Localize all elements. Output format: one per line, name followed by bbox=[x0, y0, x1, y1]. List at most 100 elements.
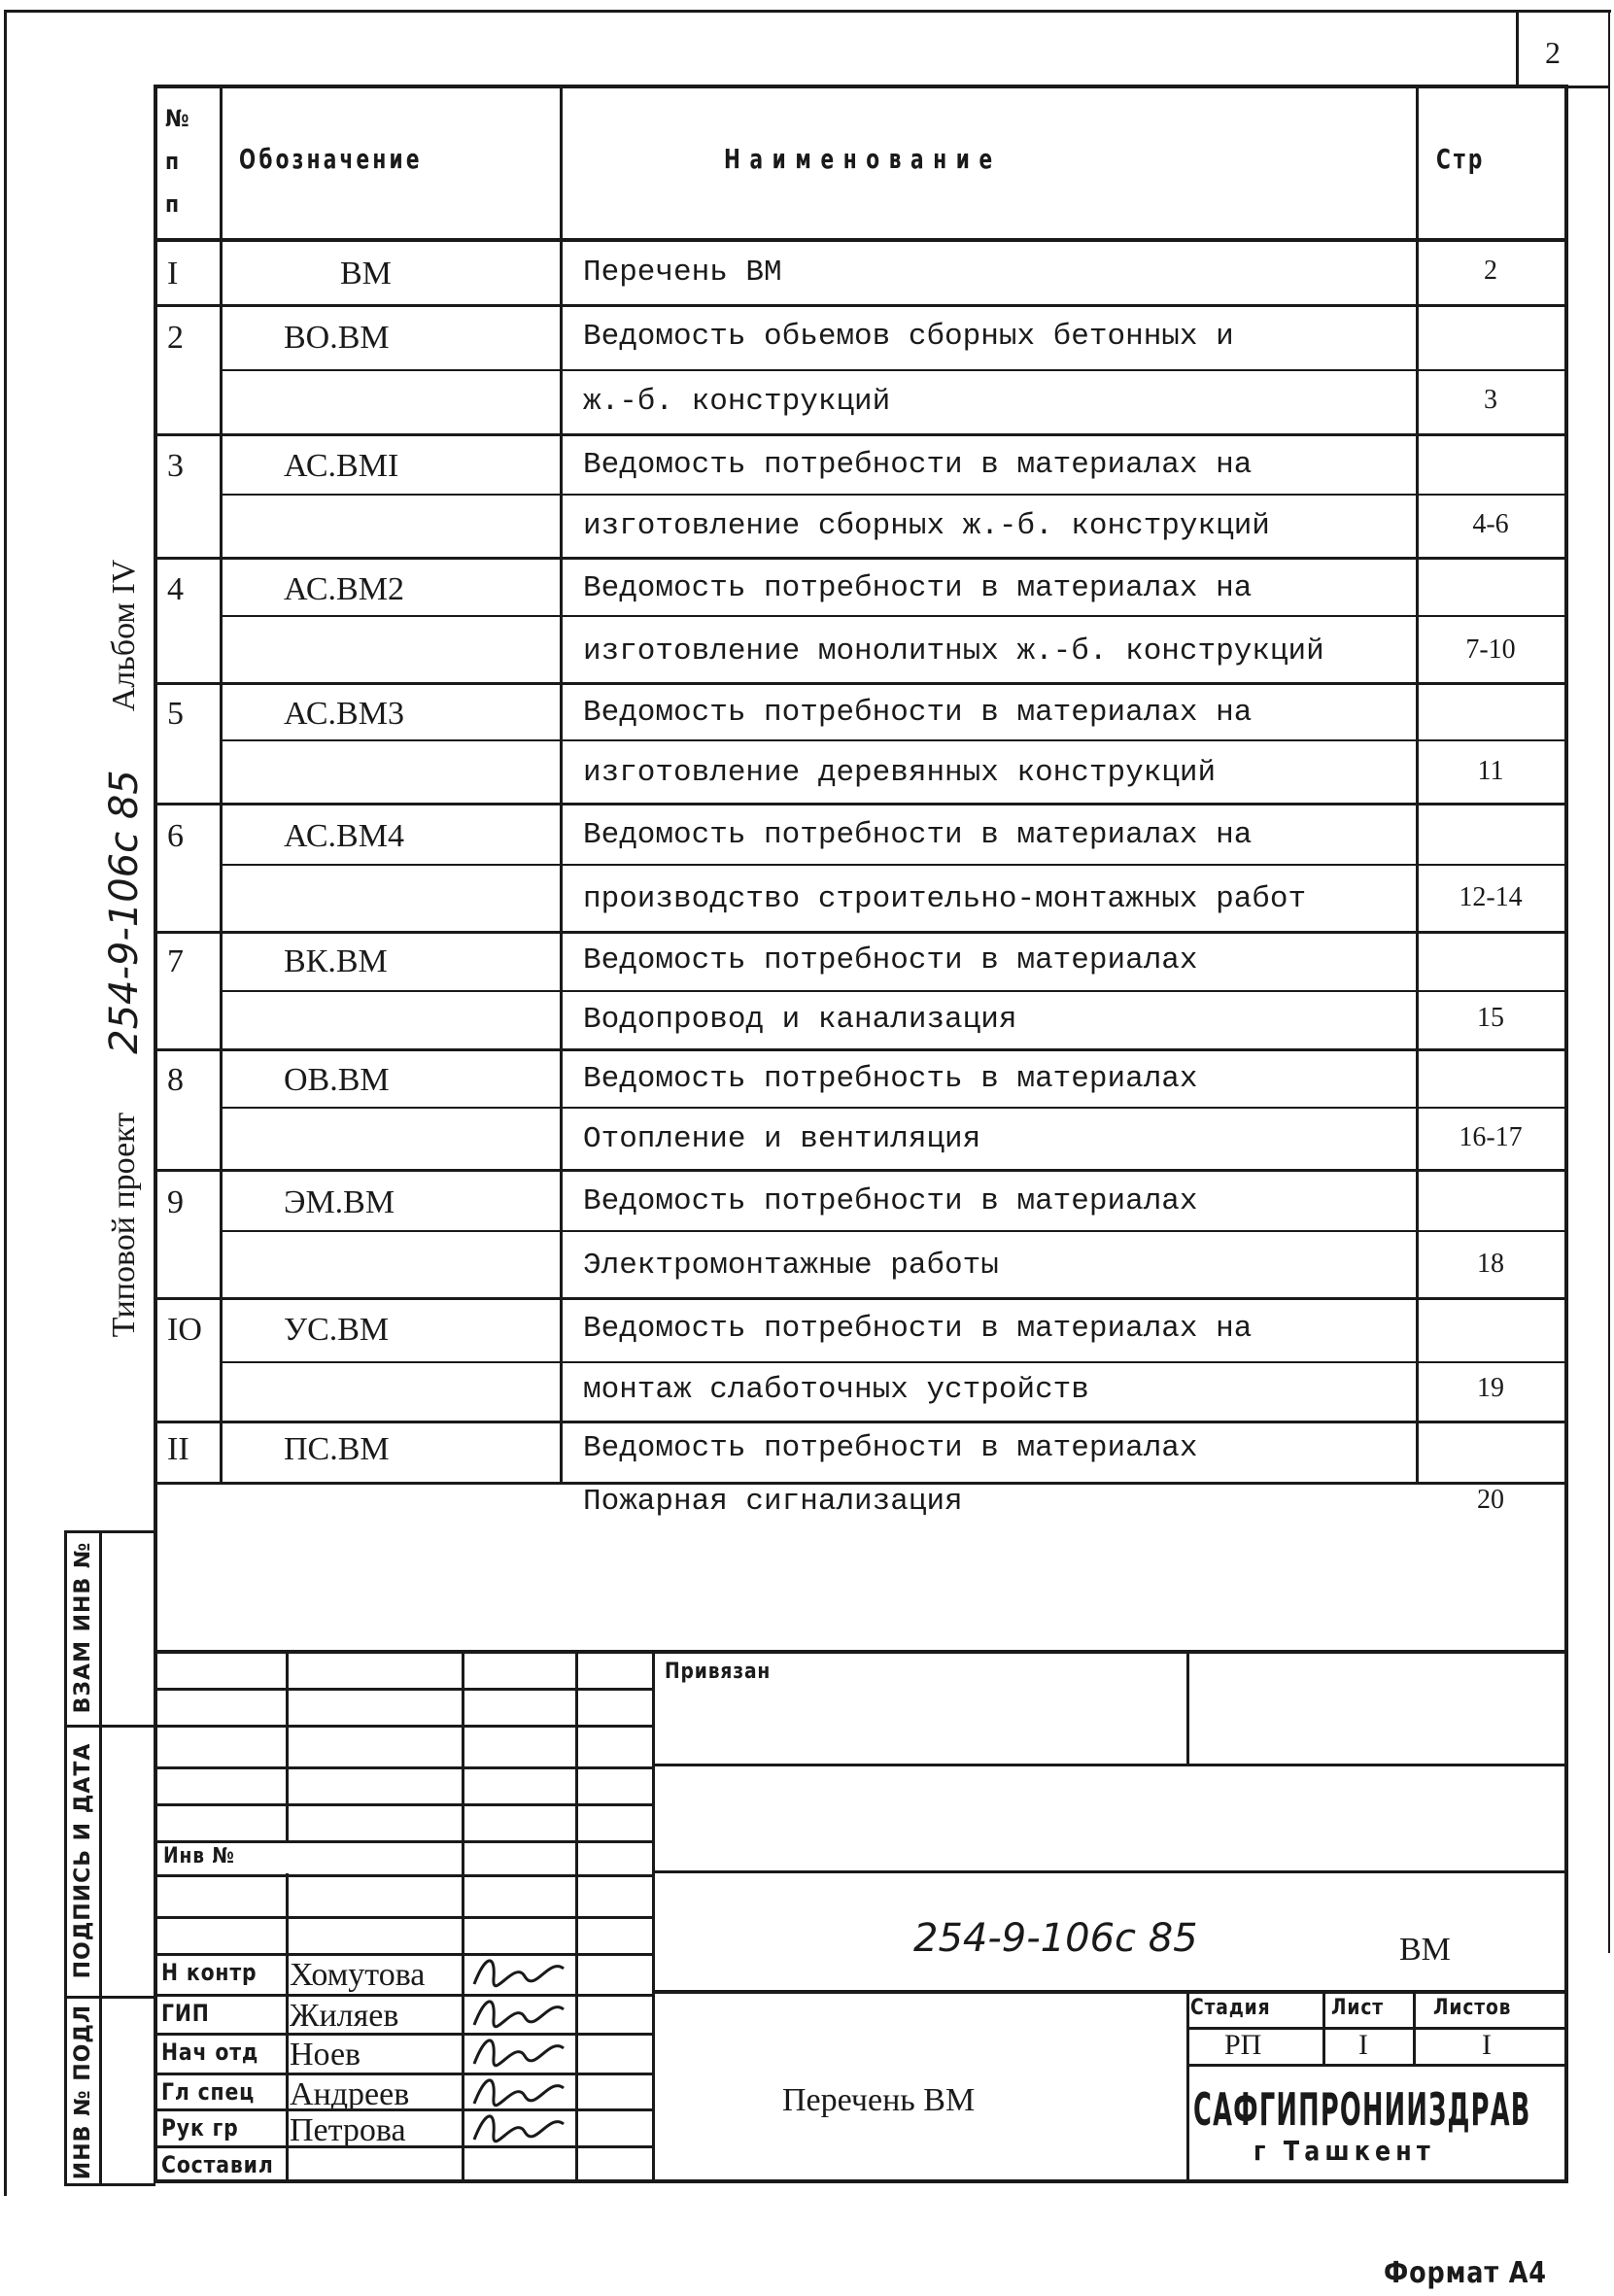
subrow-divider bbox=[220, 739, 1568, 741]
row-divider bbox=[154, 1421, 1568, 1423]
side-label-project: Типовой проект bbox=[106, 1112, 142, 1338]
signatory-role: Н контр bbox=[161, 1959, 258, 1986]
row-designation: АС.ВМ2 bbox=[284, 571, 404, 608]
header-num: № п п bbox=[165, 105, 190, 218]
strip-bottom bbox=[64, 2183, 155, 2186]
title-row bbox=[154, 1916, 653, 1919]
row-page: 16-17 bbox=[1459, 1122, 1523, 1152]
signature bbox=[472, 2039, 565, 2068]
organization: САФГИПРОНИИЗДРАВ bbox=[1193, 2083, 1531, 2136]
row-designation: АС.ВМI bbox=[284, 447, 399, 484]
row-number: II bbox=[167, 1430, 189, 1467]
header-name: Наименование bbox=[724, 143, 1002, 175]
row-designation: ВМ bbox=[340, 255, 392, 291]
row-name-line: Ведомость обьемов сборных бетонных и bbox=[583, 320, 1234, 355]
row-page: 7-10 bbox=[1465, 634, 1516, 665]
row-designation: АС.ВМ3 bbox=[284, 696, 404, 732]
title-row bbox=[652, 1764, 1568, 1766]
subrow-divider bbox=[220, 990, 1568, 992]
strip-signature-date: ПОДПИСЬ И ДАТА bbox=[70, 1742, 95, 1979]
signature bbox=[472, 2114, 565, 2143]
linked-label: Привязан bbox=[665, 1660, 772, 1684]
linked-divider bbox=[1186, 1650, 1189, 1765]
row-name-line: Ведомость потребности в материалах на bbox=[583, 571, 1253, 606]
document-title: Перечень ВМ bbox=[782, 2082, 976, 2118]
row-divider bbox=[154, 931, 1568, 934]
title-row bbox=[154, 1994, 653, 1997]
format-label: Формат А4 bbox=[1384, 2256, 1547, 2290]
signatory-name: Петрова bbox=[290, 2112, 406, 2148]
row-divider bbox=[154, 1169, 1568, 1172]
row-name-line: изготовление деревянных конструкций bbox=[583, 756, 1217, 790]
signatory-role: ГИП bbox=[161, 2000, 210, 2027]
document-mark: ВМ bbox=[1399, 1932, 1451, 1968]
stage-value: РП bbox=[1224, 2029, 1262, 2061]
title-row bbox=[154, 1803, 653, 1806]
inv-no-label: Инв № bbox=[163, 1844, 235, 1868]
title-row bbox=[154, 2033, 653, 2036]
row-divider bbox=[154, 557, 1568, 560]
row-number: 5 bbox=[167, 696, 184, 732]
row-divider bbox=[154, 1297, 1568, 1300]
strip-original-inv: ИНВ № ПОДЛ bbox=[70, 2004, 95, 2180]
row-number: 6 bbox=[167, 818, 184, 854]
row-name-line: Электромонтажные работы bbox=[583, 1249, 999, 1283]
signature bbox=[472, 1959, 565, 1988]
signatory-name: Жиляев bbox=[290, 1998, 399, 2034]
row-divider bbox=[154, 304, 1568, 307]
row-divider bbox=[154, 433, 1568, 436]
side-label: Типовой проект 254-9-106с 85 Альбом IV bbox=[100, 491, 149, 1406]
row-name-line: изготовление сборных ж.-б. конструкций bbox=[583, 509, 1270, 544]
row-name-line: Ведомость потребности в материалах на bbox=[583, 818, 1253, 852]
row-page: 3 bbox=[1484, 384, 1497, 415]
row-number: 4 bbox=[167, 571, 184, 608]
column-divider bbox=[220, 85, 223, 1484]
signatory-role: Рук гр bbox=[161, 2114, 239, 2142]
signatory-name: Андреев bbox=[290, 2076, 410, 2112]
row-number: 2 bbox=[167, 320, 184, 357]
frame-top bbox=[154, 85, 1568, 88]
row-name-line: Отопление и вентиляция bbox=[583, 1122, 981, 1156]
row-name-line: Ведомость потребности в материалах bbox=[583, 1430, 1198, 1465]
header-divider bbox=[154, 238, 1568, 242]
row-name-line: Ведомость потребности в материалах на bbox=[583, 696, 1253, 730]
inv-row-merge bbox=[285, 1843, 291, 1873]
header-designation: Обозначение bbox=[239, 143, 423, 175]
column-divider bbox=[560, 85, 563, 1484]
row-number: 8 bbox=[167, 1062, 184, 1098]
signatory-role: Гл спец bbox=[161, 2078, 256, 2106]
title-row bbox=[154, 1725, 653, 1728]
row-designation: АС.ВМ4 bbox=[284, 818, 404, 854]
row-name-line: ж.-б. конструкций bbox=[583, 384, 891, 419]
title-row bbox=[154, 1953, 653, 1956]
signature bbox=[472, 2000, 565, 2029]
row-divider bbox=[154, 1048, 1568, 1051]
frame-bottom bbox=[154, 2179, 1568, 2183]
row-divider bbox=[154, 682, 1568, 685]
side-label-code: 254-9-106с 85 bbox=[102, 770, 147, 1054]
row-page: 19 bbox=[1477, 1373, 1504, 1404]
side-label-album: Альбом IV bbox=[106, 559, 142, 712]
subrow-divider bbox=[220, 1230, 1568, 1232]
frame-left bbox=[154, 85, 157, 2183]
row-designation: ВК.ВМ bbox=[284, 943, 388, 980]
row-divider bbox=[154, 803, 1568, 805]
row-page: 4-6 bbox=[1472, 509, 1509, 540]
row-page: 11 bbox=[1477, 756, 1504, 786]
city: г Ташкент bbox=[1253, 2135, 1435, 2167]
title-row bbox=[154, 1766, 653, 1769]
row-number: 3 bbox=[167, 447, 184, 484]
title-row bbox=[154, 2073, 653, 2075]
subrow-divider bbox=[220, 369, 1568, 371]
sheet-number: 2 bbox=[1545, 35, 1561, 70]
sheet-value: I bbox=[1358, 2029, 1368, 2061]
row-name-line: Ведомость потребности в материалах bbox=[583, 943, 1198, 978]
page-border-left bbox=[4, 10, 7, 2196]
strip-top bbox=[64, 1530, 155, 1533]
title-col bbox=[652, 1650, 655, 2182]
row-page: 20 bbox=[1477, 1484, 1504, 1515]
title-row bbox=[154, 2108, 653, 2111]
subrow-divider bbox=[220, 494, 1568, 496]
row-name-line: Пожарная сигнализация bbox=[583, 1484, 963, 1519]
row-name-line: Перечень ВМ bbox=[583, 255, 782, 290]
